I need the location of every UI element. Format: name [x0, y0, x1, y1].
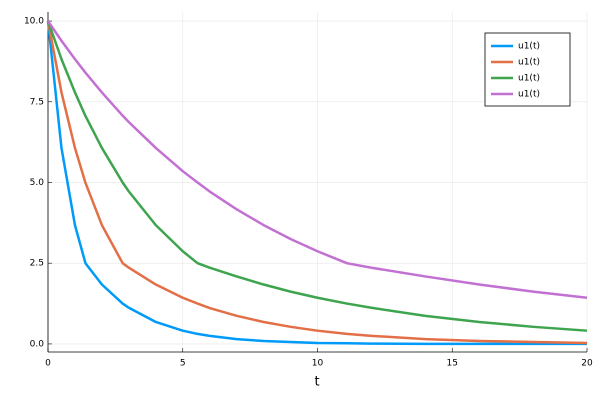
series-line — [46, 20, 588, 345]
legend-label: u1(t) — [518, 90, 540, 100]
x-tick-label: 10 — [312, 359, 324, 369]
series-line — [46, 20, 588, 332]
x-tick-label: 5 — [180, 359, 186, 369]
x-tick-label: 20 — [581, 359, 593, 369]
x-tick-label: 0 — [45, 359, 51, 369]
y-tick-label: 10.0 — [24, 17, 44, 27]
x-axis-label: t — [314, 375, 319, 390]
y-tick-label: 5.0 — [30, 178, 45, 188]
x-tick-label: 15 — [447, 359, 458, 369]
series-line — [46, 20, 588, 299]
y-tick-label: 7.5 — [30, 97, 44, 107]
legend-label: u1(t) — [518, 74, 540, 84]
legend-label: u1(t) — [518, 42, 540, 52]
y-tick-label: 0.0 — [30, 339, 45, 349]
y-tick-label: 2.5 — [30, 259, 44, 269]
series-line — [46, 20, 587, 346]
legend-label: u1(t) — [518, 58, 540, 68]
